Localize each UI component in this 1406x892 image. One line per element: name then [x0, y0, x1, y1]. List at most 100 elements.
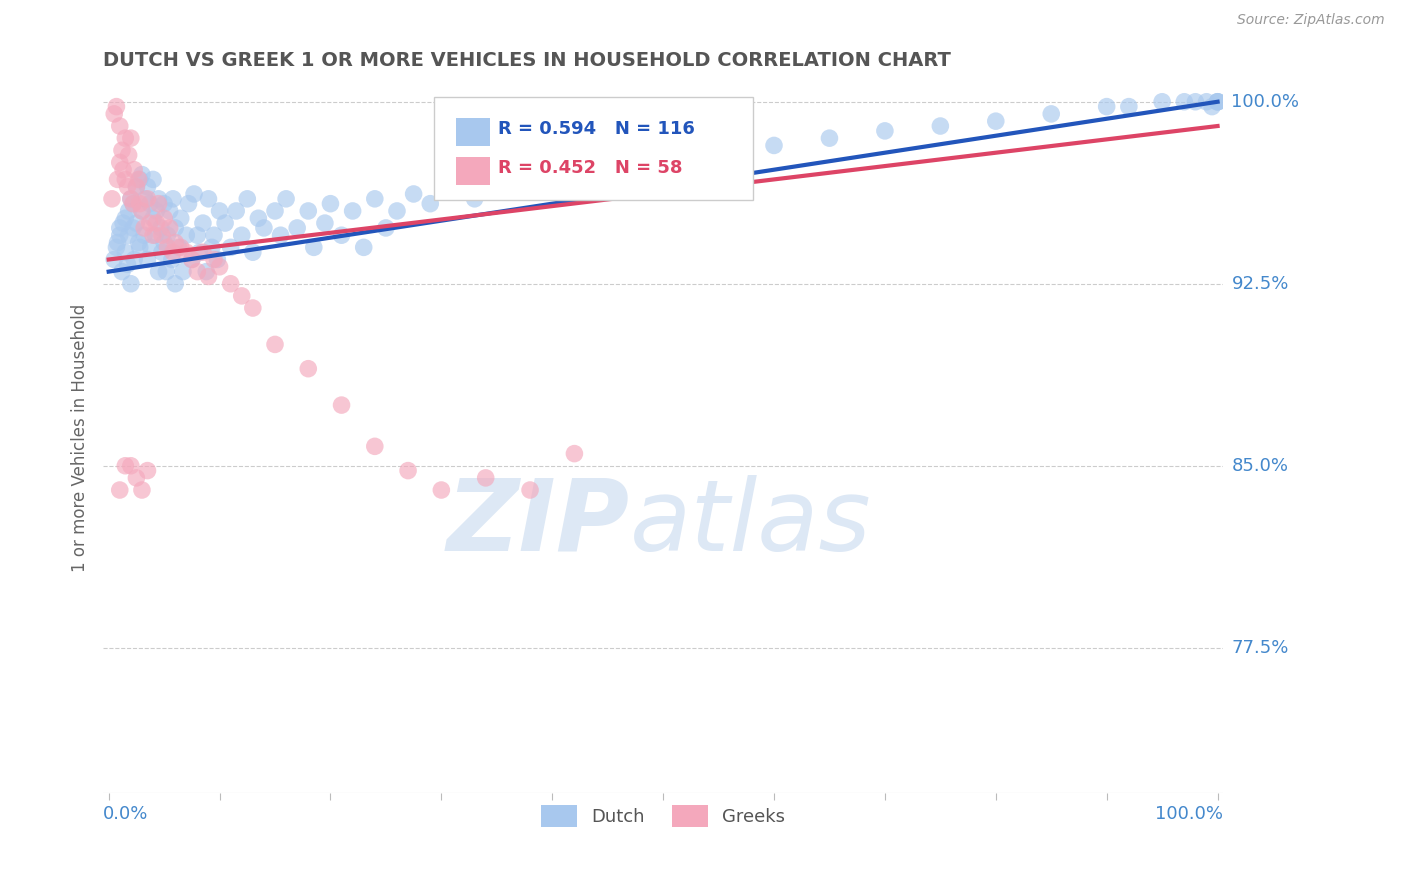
- Point: [1184, 95, 1206, 109]
- Point: [117, 148, 139, 162]
- Point: [117, 204, 139, 219]
- Point: [122, 252, 145, 267]
- Point: [302, 240, 325, 254]
- Point: [186, 228, 208, 243]
- Point: [242, 245, 264, 260]
- Point: [201, 240, 224, 254]
- Point: [120, 192, 142, 206]
- Text: R = 0.594   N = 116: R = 0.594 N = 116: [499, 120, 696, 137]
- Point: [191, 245, 214, 260]
- Point: [207, 252, 229, 267]
- Point: [197, 269, 219, 284]
- Point: [148, 192, 170, 206]
- Point: [136, 464, 159, 478]
- Point: [159, 221, 181, 235]
- Point: [111, 265, 134, 279]
- Point: [131, 204, 153, 219]
- Point: [231, 289, 253, 303]
- Point: [128, 240, 150, 254]
- Point: [242, 301, 264, 315]
- Text: 100.0%: 100.0%: [1156, 805, 1223, 823]
- Point: [114, 172, 136, 186]
- Point: [1173, 95, 1195, 109]
- Point: [818, 131, 841, 145]
- Point: [195, 265, 218, 279]
- Y-axis label: 1 or more Vehicles in Household: 1 or more Vehicles in Household: [72, 303, 89, 572]
- Point: [247, 211, 270, 226]
- Point: [188, 245, 211, 260]
- Point: [128, 172, 150, 186]
- Text: 77.5%: 77.5%: [1232, 639, 1289, 657]
- Point: [180, 252, 202, 267]
- Text: Source: ZipAtlas.com: Source: ZipAtlas.com: [1237, 13, 1385, 28]
- Point: [165, 221, 187, 235]
- Point: [165, 277, 187, 291]
- Text: R = 0.452   N = 58: R = 0.452 N = 58: [499, 159, 683, 177]
- Point: [707, 143, 730, 157]
- Point: [264, 337, 287, 351]
- Point: [153, 211, 176, 226]
- Point: [131, 483, 153, 497]
- Point: [125, 179, 148, 194]
- Point: [1118, 100, 1140, 114]
- Point: [202, 228, 225, 243]
- Point: [180, 252, 202, 267]
- Point: [120, 277, 142, 291]
- Point: [117, 179, 139, 194]
- Point: [225, 204, 247, 219]
- Point: [541, 179, 564, 194]
- FancyBboxPatch shape: [433, 96, 752, 200]
- Point: [125, 216, 148, 230]
- Point: [162, 192, 184, 206]
- Point: [264, 204, 287, 219]
- Point: [108, 155, 131, 169]
- Point: [364, 439, 387, 453]
- Point: [519, 483, 541, 497]
- Point: [385, 204, 408, 219]
- Point: [153, 196, 176, 211]
- Point: [131, 204, 153, 219]
- Point: [145, 216, 167, 230]
- Point: [149, 221, 172, 235]
- Point: [136, 252, 159, 267]
- Point: [128, 172, 150, 186]
- Point: [114, 131, 136, 145]
- Point: [160, 252, 183, 267]
- Point: [142, 172, 165, 186]
- Point: [122, 196, 145, 211]
- Bar: [456, 157, 489, 186]
- Point: [122, 162, 145, 177]
- Point: [107, 172, 129, 186]
- Point: [314, 216, 336, 230]
- Point: [114, 211, 136, 226]
- Point: [652, 148, 675, 162]
- Point: [143, 228, 166, 243]
- Point: [165, 235, 187, 250]
- Point: [274, 192, 297, 206]
- Text: 92.5%: 92.5%: [1232, 275, 1289, 293]
- Point: [176, 228, 198, 243]
- Point: [101, 192, 124, 206]
- Point: [145, 204, 167, 219]
- Point: [763, 138, 786, 153]
- Point: [159, 204, 181, 219]
- Point: [134, 228, 156, 243]
- Point: [297, 361, 319, 376]
- Point: [873, 124, 896, 138]
- Text: 85.0%: 85.0%: [1232, 457, 1288, 475]
- Point: [319, 196, 342, 211]
- Point: [117, 228, 139, 243]
- Point: [984, 114, 1007, 128]
- Point: [231, 228, 253, 243]
- Point: [297, 204, 319, 219]
- Point: [1152, 95, 1174, 109]
- Text: 0.0%: 0.0%: [103, 805, 149, 823]
- Point: [183, 186, 205, 201]
- Point: [134, 221, 156, 235]
- Point: [374, 221, 396, 235]
- Point: [120, 458, 142, 473]
- Point: [330, 398, 353, 412]
- Point: [441, 179, 464, 194]
- Point: [364, 192, 387, 206]
- Point: [128, 196, 150, 211]
